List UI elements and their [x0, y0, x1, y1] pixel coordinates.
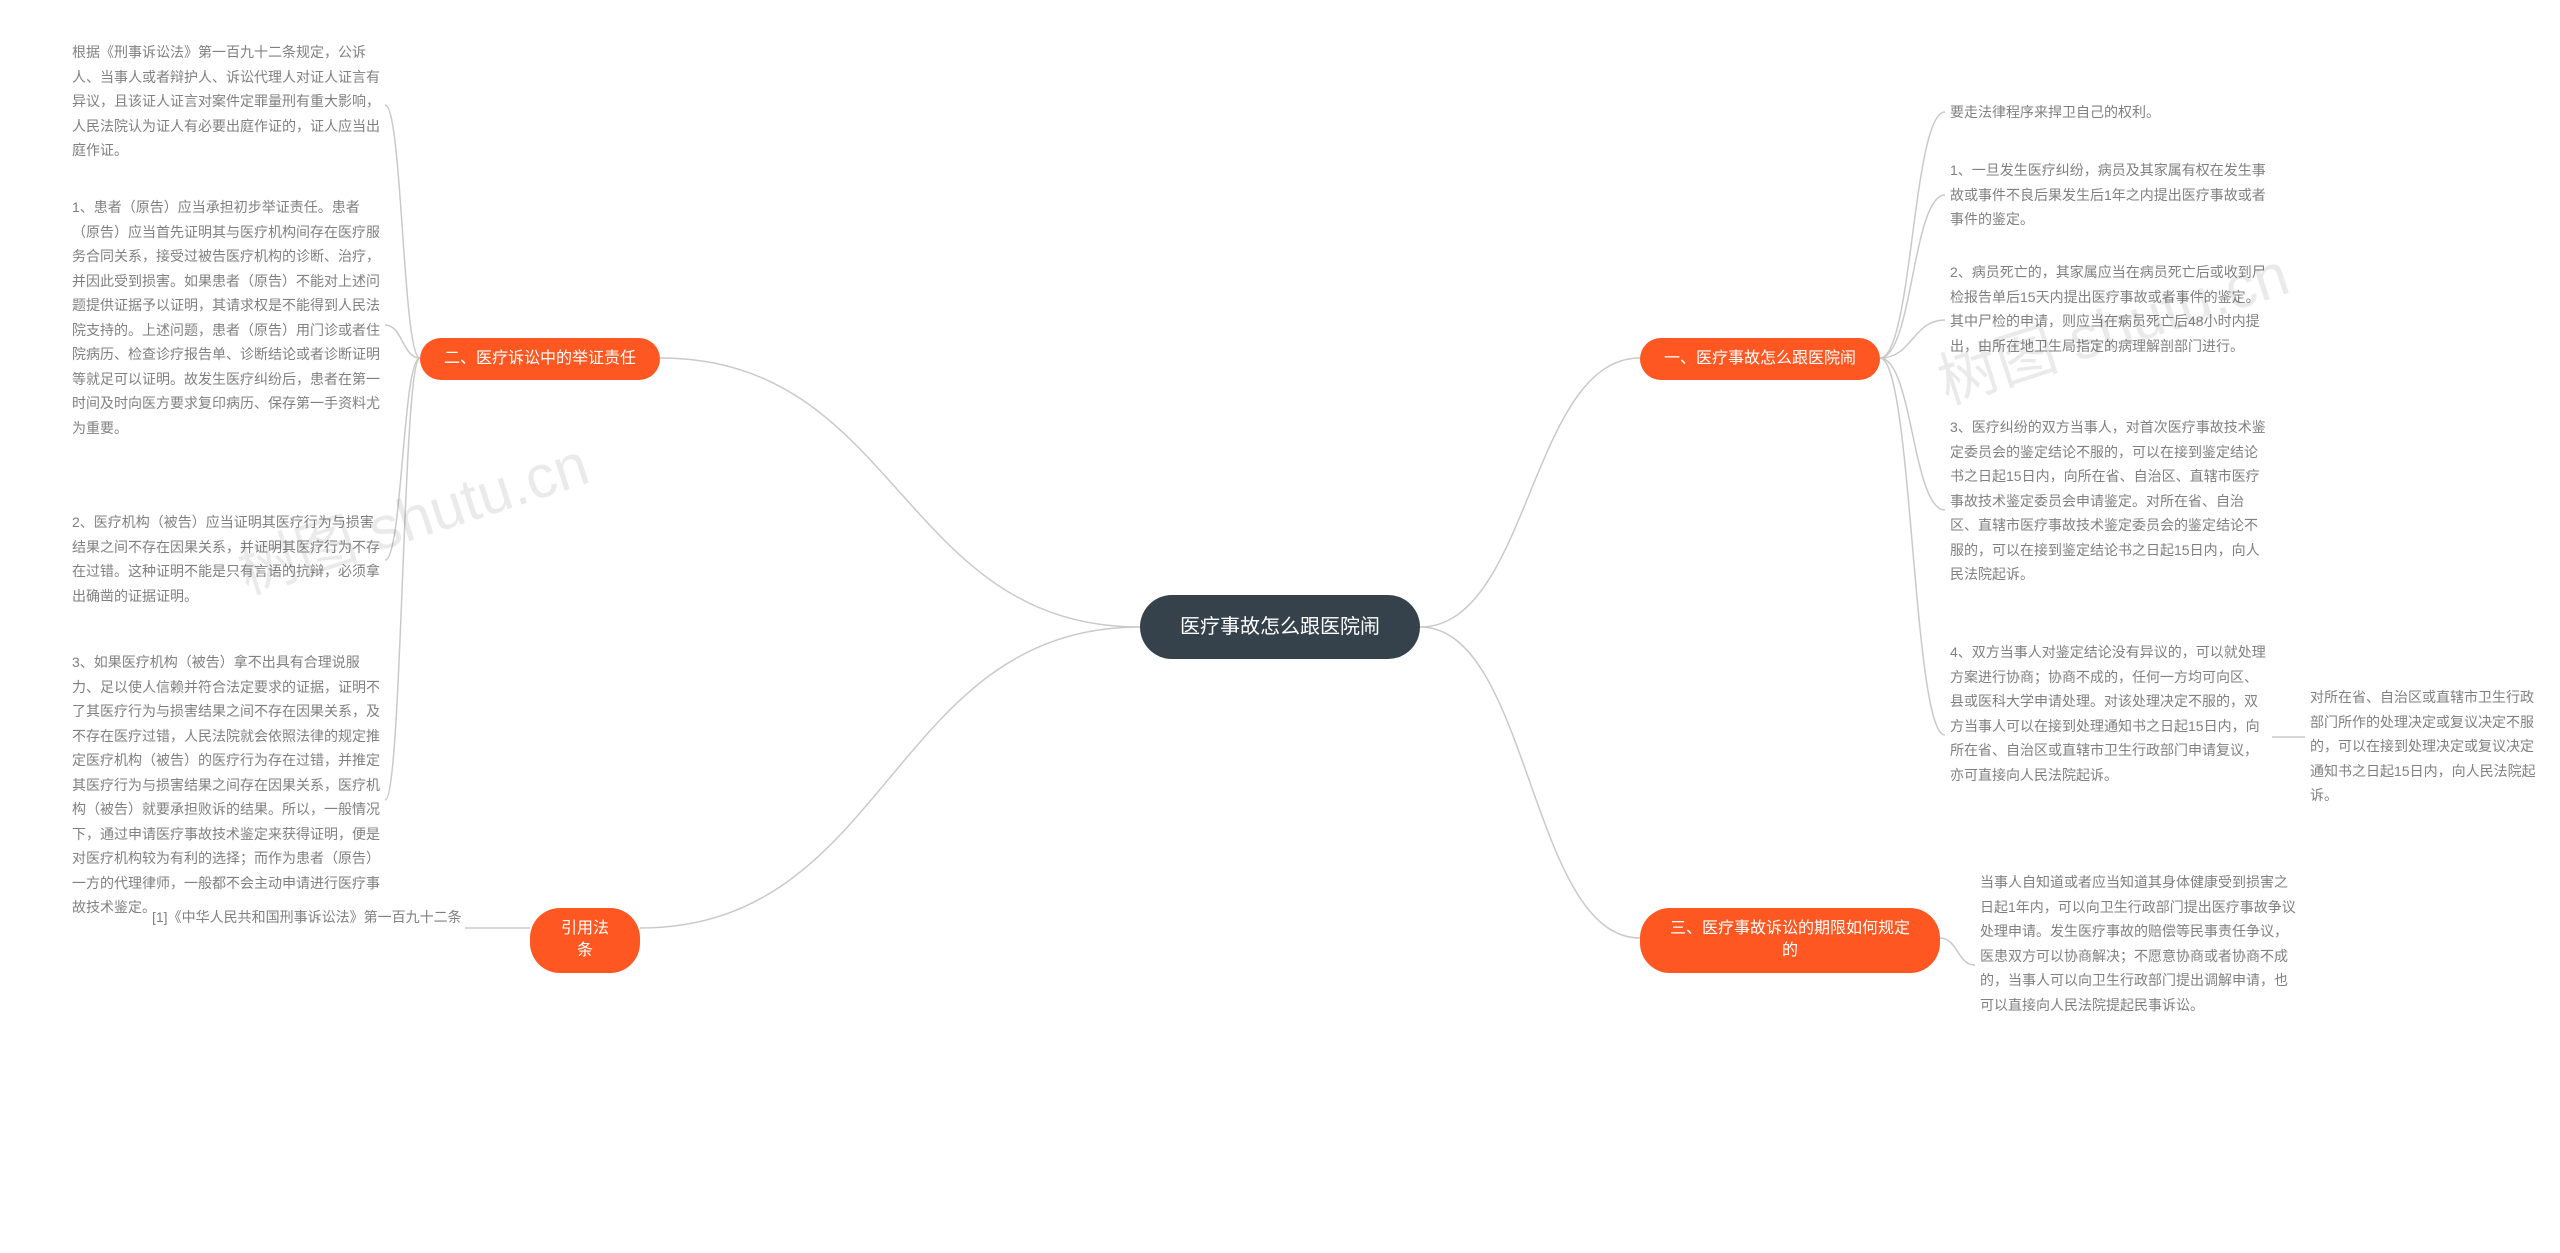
branch-4: 引用法条 — [530, 908, 640, 973]
center-node: 医疗事故怎么跟医院闹 — [1140, 595, 1420, 659]
leaf-r1-1: 1、一旦发生医疗纠纷，病员及其家属有权在发生事故或事件不良后果发生后1年之内提出… — [1950, 158, 2270, 232]
branch-1: 一、医疗事故怎么跟医院闹 — [1640, 338, 1880, 380]
leaf-l4-0: [1]《中华人民共和国刑事诉讼法》第一百九十二条 — [152, 905, 462, 930]
leaf-r1-2: 2、病员死亡的，其家属应当在病员死亡后或收到尸检报告单后15天内提出医疗事故或者… — [1950, 260, 2270, 358]
leaf-l2-2: 2、医疗机构（被告）应当证明其医疗行为与损害结果之间不存在因果关系，并证明其医疗… — [72, 510, 382, 608]
leaf-r1-4b: 对所在省、自治区或直辖市卫生行政部门所作的处理决定或复议决定不服的，可以在接到处… — [2310, 685, 2540, 808]
branch-2: 二、医疗诉讼中的举证责任 — [420, 338, 660, 380]
branch-3: 三、医疗事故诉讼的期限如何规定的 — [1640, 908, 1940, 973]
leaf-l2-0: 根据《刑事诉讼法》第一百九十二条规定，公诉人、当事人或者辩护人、诉讼代理人对证人… — [72, 40, 382, 163]
leaf-r1-4: 4、双方当事人对鉴定结论没有异议的，可以就处理方案进行协商；协商不成的，任何一方… — [1950, 640, 2270, 787]
leaf-l2-1: 1、患者（原告）应当承担初步举证责任。患者（原告）应当首先证明其与医疗机构间存在… — [72, 195, 382, 440]
leaf-l2-3: 3、如果医疗机构（被告）拿不出具有合理说服力、足以使人信赖并符合法定要求的证据，… — [72, 650, 382, 920]
leaf-r1-3: 3、医疗纠纷的双方当事人，对首次医疗事故技术鉴定委员会的鉴定结论不服的，可以在接… — [1950, 415, 2270, 587]
leaf-r3-0: 当事人自知道或者应当知道其身体健康受到损害之日起1年内，可以向卫生行政部门提出医… — [1980, 870, 2300, 1017]
leaf-r1-0: 要走法律程序来捍卫自己的权利。 — [1950, 100, 2270, 125]
